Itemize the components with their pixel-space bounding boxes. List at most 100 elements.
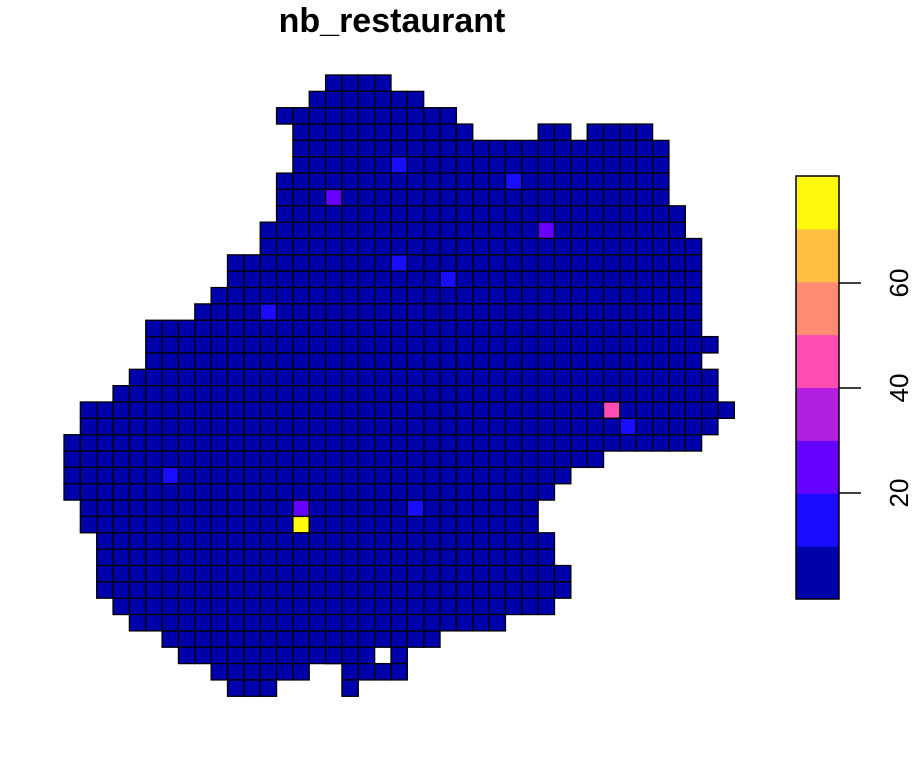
raster-cell [226, 613, 245, 632]
raster-cell [553, 270, 572, 289]
raster-cell [243, 630, 261, 648]
raster-cell [390, 483, 409, 501]
raster-cell [423, 303, 441, 321]
raster-cell [521, 270, 539, 289]
raster-cell [521, 417, 539, 436]
raster-cell [488, 613, 507, 632]
raster-cell [423, 613, 441, 632]
raster-cell [243, 434, 261, 452]
raster-cell [423, 548, 441, 567]
raster-cell [128, 483, 147, 501]
raster-cell [455, 368, 474, 387]
raster-cell [341, 237, 359, 256]
raster-cell [259, 483, 278, 501]
raster-cell [341, 646, 359, 665]
raster-cell [308, 90, 327, 109]
raster-cell [259, 286, 278, 305]
raster-cell [194, 319, 212, 338]
raster-cell [423, 156, 441, 174]
raster-cell [357, 384, 376, 403]
legend-swatch [796, 176, 839, 230]
raster-cell [455, 221, 474, 240]
raster-cell [308, 548, 327, 567]
raster-cell [472, 515, 490, 534]
raster-cell [602, 286, 621, 305]
raster-cell [357, 515, 376, 534]
raster-cell [275, 564, 294, 583]
raster-cell [292, 434, 310, 452]
raster-cell [357, 319, 376, 338]
raster-cell [128, 368, 147, 387]
raster-cell [275, 188, 294, 207]
raster-cell [243, 286, 261, 305]
raster-cell [226, 548, 245, 567]
raster-cell [226, 646, 245, 665]
raster-cell [488, 597, 507, 616]
raster-cell [210, 646, 229, 665]
raster-cell [439, 434, 458, 452]
raster-cell [308, 335, 327, 354]
raster-cell [553, 319, 572, 338]
raster-cell [210, 303, 229, 321]
raster-cell [586, 384, 605, 403]
raster-cell [177, 515, 196, 534]
raster-cell [373, 221, 392, 240]
raster-cell [259, 499, 278, 518]
raster-cell [602, 221, 621, 240]
raster-cell [324, 466, 343, 485]
raster-cell [128, 515, 147, 534]
raster-cell [194, 483, 212, 501]
raster-cell [292, 630, 310, 648]
raster-cell [472, 237, 490, 256]
raster-cell [521, 483, 539, 501]
raster-cell [259, 630, 278, 648]
raster-cell [308, 384, 327, 403]
raster-cell [161, 564, 180, 583]
raster-cell [243, 532, 261, 550]
raster-cell [96, 499, 114, 518]
raster-cell [521, 286, 539, 305]
raster-cell [504, 548, 523, 567]
raster-cell [341, 499, 359, 518]
raster-cell [455, 286, 474, 305]
raster-cell [357, 532, 376, 550]
raster-cell [324, 205, 343, 223]
raster-cell [423, 483, 441, 501]
raster-cell [439, 237, 458, 256]
raster-cell [455, 613, 474, 632]
raster-cell [275, 597, 294, 616]
raster-cell [439, 205, 458, 223]
raster-cell [128, 564, 147, 583]
raster-cell [390, 564, 409, 583]
raster-cell [194, 352, 212, 370]
raster-cell [145, 532, 163, 550]
raster-cell [406, 417, 425, 436]
raster-cell [619, 188, 637, 207]
raster-cell [243, 483, 261, 501]
raster-cell [79, 499, 98, 518]
raster-cell [537, 221, 556, 240]
raster-cell [455, 254, 474, 272]
raster-cell [275, 352, 294, 370]
raster-cell [341, 368, 359, 387]
raster-cell [537, 139, 556, 158]
raster-cell [586, 205, 605, 223]
raster-cell [308, 581, 327, 599]
raster-cell [243, 679, 261, 697]
legend-swatch [796, 334, 839, 389]
raster-cell [357, 662, 376, 681]
raster-cell [651, 221, 670, 240]
raster-cell [292, 646, 310, 665]
raster-cell [472, 401, 490, 420]
raster-cell [390, 107, 409, 125]
raster-cell [292, 188, 310, 207]
raster-cell [406, 188, 425, 207]
raster-cell [570, 335, 588, 354]
raster-cell [439, 254, 458, 272]
raster-cell [684, 352, 703, 370]
raster-cell [390, 139, 409, 158]
raster-cell [275, 581, 294, 599]
raster-cell [308, 172, 327, 191]
raster-cell [537, 335, 556, 354]
raster-cell [308, 434, 327, 452]
